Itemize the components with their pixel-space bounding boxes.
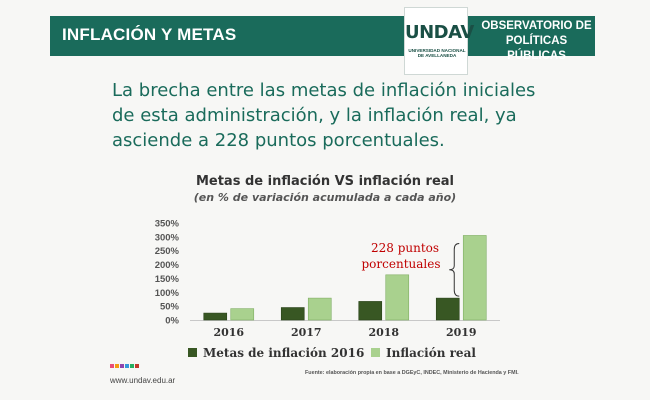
y-tick-label: 200% — [155, 260, 180, 271]
bar-metas-2017 — [280, 307, 305, 321]
bar-real-2018 — [385, 274, 410, 321]
legend-label-metas: Metas de inflación 2016 — [203, 346, 365, 360]
y-tick-label: 0% — [165, 316, 179, 327]
footer-url: www.undav.edu.ar — [110, 376, 176, 385]
bar-real-2019 — [462, 235, 487, 321]
y-tick-label: 150% — [155, 274, 180, 285]
headline: La brecha entre las metas de inflación i… — [112, 80, 536, 151]
logo-text: UNDAV — [405, 22, 474, 43]
bar-real-2017 — [307, 297, 332, 321]
legend-item-real: Inflación real — [371, 346, 476, 360]
y-tick-label: 300% — [155, 232, 180, 243]
legend-item-metas: Metas de inflación 2016 — [188, 346, 364, 360]
undav-logo: UNDAV UNIVERSIDAD NACIONAL DE AVELLANEDA — [404, 7, 474, 75]
bar-metas-2019 — [435, 297, 460, 321]
logo-subtitle: UNIVERSIDAD NACIONAL DE AVELLANEDA — [408, 48, 466, 59]
legend-swatch-metas — [188, 348, 197, 357]
footer-source: Fuente: elaboración propia en base a DGE… — [305, 370, 519, 376]
annotation-line-2: porcentuales — [362, 257, 441, 271]
legend-label-real: Inflación real — [386, 346, 476, 360]
y-tick-label: 50% — [160, 302, 180, 313]
y-tick-label: 100% — [155, 288, 180, 299]
y-tick-label: 250% — [155, 246, 180, 257]
chart-title: Metas de inflación VS inflación real — [195, 174, 455, 189]
x-tick-label: 2018 — [368, 326, 399, 339]
annotation-brace — [449, 242, 460, 297]
x-tick-label: 2019 — [446, 326, 477, 339]
x-tick-label: 2017 — [291, 326, 322, 339]
bar-metas-2016 — [203, 312, 228, 321]
y-tick-label: 350% — [155, 219, 180, 230]
x-tick-label: 2016 — [213, 326, 244, 339]
section-title: INFLACIÓN Y METAS — [62, 25, 237, 44]
chart-subtitle: (en % de variación acumulada a cada año) — [193, 191, 457, 204]
observatorio-label: OBSERVATORIO DE POLÍTICAS PÚBLICAS — [481, 20, 592, 62]
legend-swatch-real — [371, 348, 380, 357]
bar-real-2016 — [230, 308, 255, 321]
header-bar — [50, 16, 595, 56]
footer-dots-icon — [110, 364, 139, 368]
bar-metas-2018 — [358, 301, 383, 321]
annotation-line-1: 228 puntos — [371, 241, 439, 255]
